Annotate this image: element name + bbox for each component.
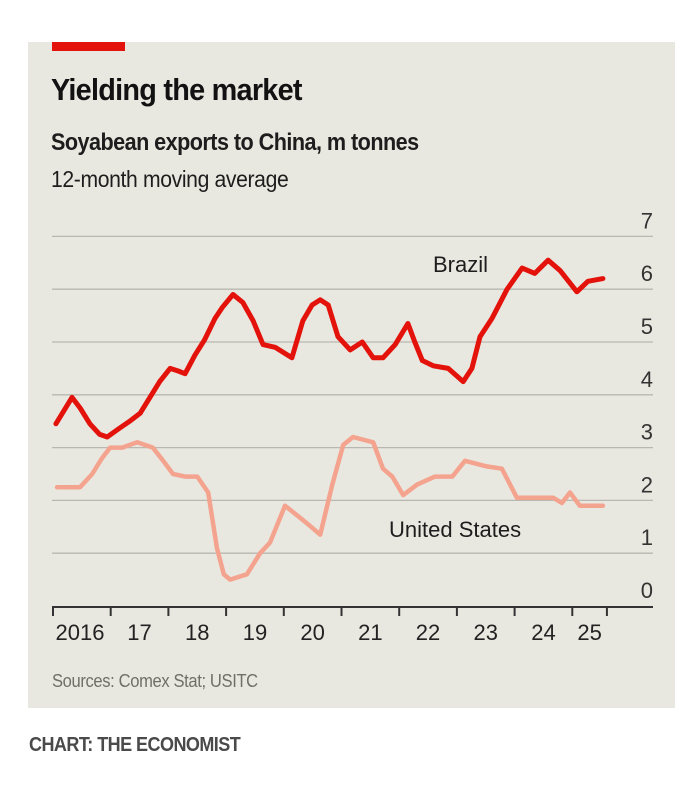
series-lines (53, 257, 606, 582)
y-tick-label: 4 (641, 367, 653, 392)
x-tick-label: 24 (531, 620, 555, 645)
y-tick-label: 3 (641, 420, 653, 445)
y-tick-label: 1 (641, 525, 653, 550)
x-tick-label: 23 (474, 620, 498, 645)
x-tick-label: 20 (300, 620, 324, 645)
y-tick-label: 2 (641, 472, 653, 497)
x-tick-label: 22 (416, 620, 440, 645)
x-tick-label: 2016 (56, 620, 105, 645)
x-tick-label: 25 (577, 620, 601, 645)
x-tick-label: 21 (358, 620, 382, 645)
x-tick-label: 19 (243, 620, 267, 645)
y-tick-label: 6 (641, 261, 653, 286)
sources-note: Sources: Comex Stat; USITC (52, 671, 258, 691)
series-labels: Brazil United States (389, 252, 521, 542)
gridlines (52, 235, 653, 554)
brazil-label: Brazil (433, 252, 488, 277)
x-tick-label: 18 (185, 620, 209, 645)
united-states-line (54, 434, 606, 582)
x-axis: 2016 17 18 19 20 21 22 23 24 25 (52, 606, 653, 645)
y-axis-labels: 0 1 2 3 4 5 6 7 (641, 208, 653, 603)
brazil-line (53, 257, 606, 440)
chart-title: Yielding the market (51, 72, 302, 107)
chart-card (28, 42, 675, 708)
y-tick-label: 5 (641, 314, 653, 339)
chart-subtitle: Soyabean exports to China, m tonnes (51, 129, 419, 156)
x-tick-label: 17 (127, 620, 151, 645)
y-tick-label: 7 (641, 208, 653, 233)
brand-red-bar (52, 42, 125, 51)
chart-subtitle-secondary: 12-month moving average (51, 166, 289, 192)
chart-credit: CHART: THE ECONOMIST (29, 734, 241, 756)
united-states-label: United States (389, 517, 521, 542)
y-tick-label: 0 (641, 578, 653, 603)
